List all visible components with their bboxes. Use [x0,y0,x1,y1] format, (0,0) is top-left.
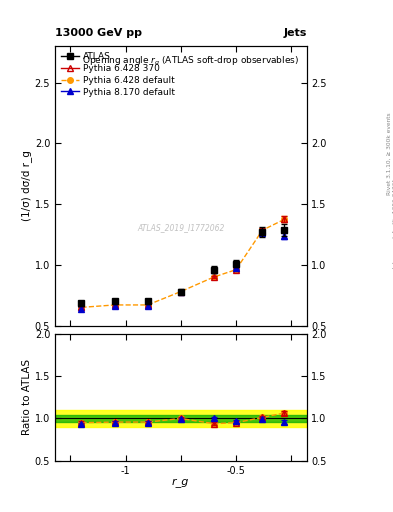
Y-axis label: (1/σ) dσ/d r_g: (1/σ) dσ/d r_g [21,151,32,221]
Text: Rivet 3.1.10, ≥ 300k events: Rivet 3.1.10, ≥ 300k events [387,112,392,195]
X-axis label: r_g: r_g [172,477,189,487]
Bar [55,415,307,422]
Text: Opening angle $r_g$ (ATLAS soft-drop observables): Opening angle $r_g$ (ATLAS soft-drop obs… [82,54,299,68]
Text: 13000 GeV pp: 13000 GeV pp [55,28,142,38]
Bar [55,410,307,427]
Text: Jets: Jets [283,28,307,38]
Text: ATLAS_2019_I1772062: ATLAS_2019_I1772062 [137,223,224,232]
Legend: ATLAS, Pythia 6.428 370, Pythia 6.428 default, Pythia 8.170 default: ATLAS, Pythia 6.428 370, Pythia 6.428 de… [59,51,177,98]
Y-axis label: Ratio to ATLAS: Ratio to ATLAS [22,359,32,435]
